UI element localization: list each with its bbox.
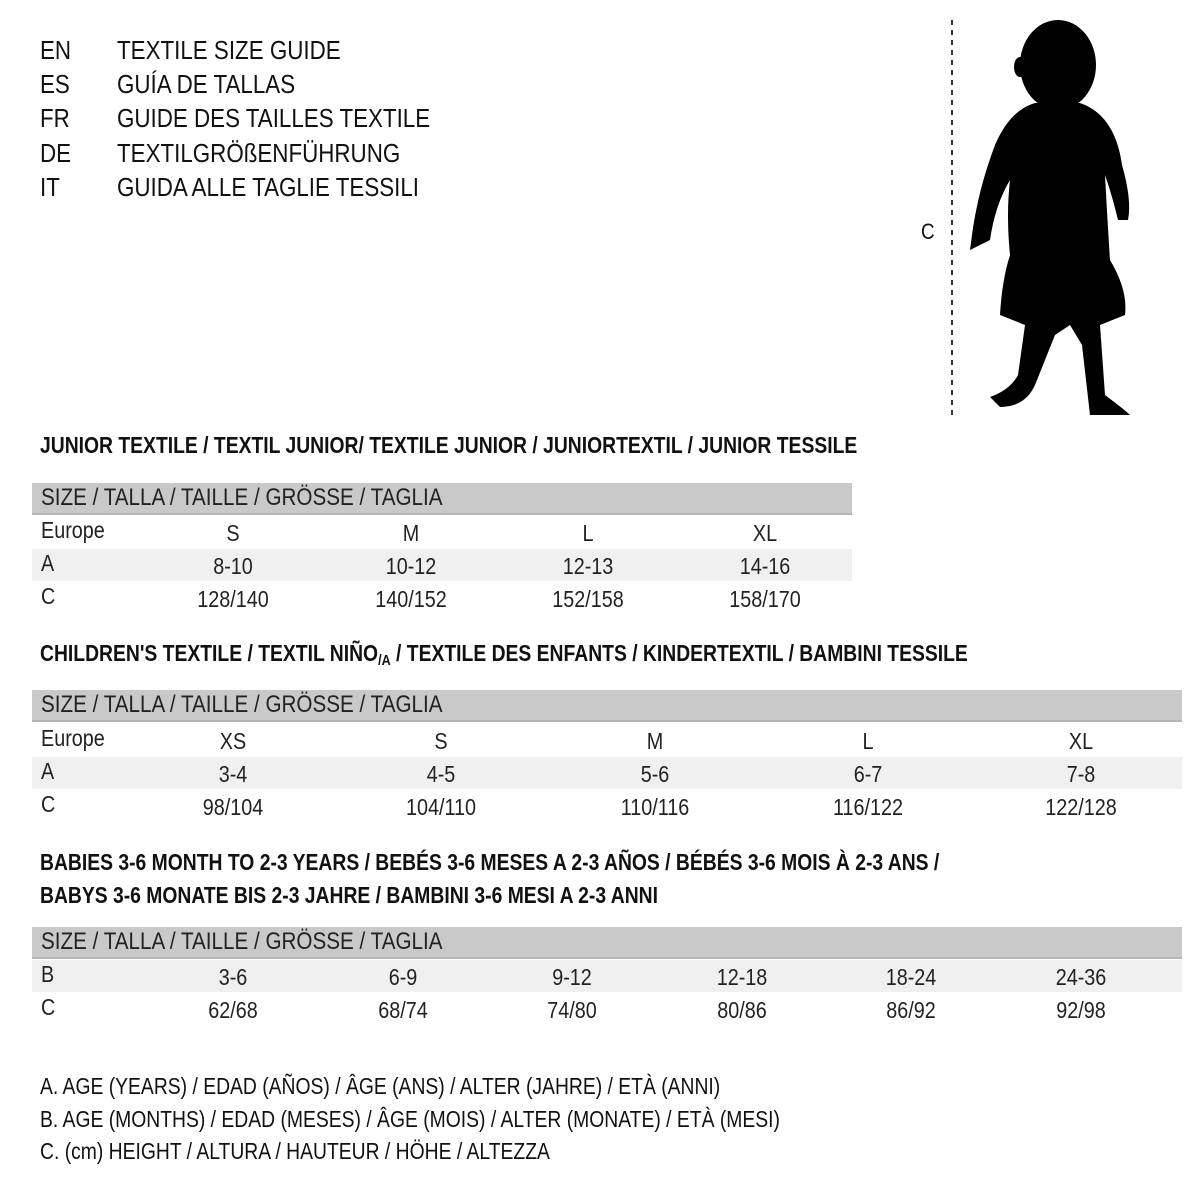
table-cell: 152/158 (552, 586, 624, 612)
table-cell: 62/68 (208, 997, 258, 1023)
table-row: C 128/140 140/152 152/158 158/170 (32, 582, 852, 614)
table-row: A 8-10 10-12 12-13 14-16 (32, 549, 852, 581)
title-en: TEXTILE SIZE GUIDE (117, 35, 341, 65)
title-de: TEXTILGRÖßENFÜHRUNG (117, 138, 401, 168)
table-cell: M (646, 728, 664, 754)
table-cell: XL (752, 520, 778, 546)
title-it: GUIDA ALLE TAGLIE TESSILI (117, 172, 420, 202)
table-row: Europe S M L XL (32, 516, 852, 548)
table-cell: 8-10 (213, 553, 253, 579)
row-label: C (41, 994, 56, 1020)
row-label: C (41, 791, 56, 817)
title-fr: GUIDE DES TAILLES TEXTILE (117, 103, 431, 133)
table-cell: 6-7 (853, 761, 883, 787)
legend-b: B. AGE (MONTHS) / EDAD (MESES) / ÂGE (MO… (40, 1106, 780, 1132)
table-cell: 7-8 (1066, 761, 1096, 787)
row-label: C (41, 583, 56, 609)
table-cell: L (582, 520, 594, 546)
table-cell: S (226, 520, 240, 546)
lang-code-de: DE (40, 138, 72, 168)
table-cell: 128/140 (197, 586, 269, 612)
title-es: GUÍA DE TALLAS (117, 69, 296, 99)
junior-size-header: SIZE / TALLA / TAILLE / GRÖSSE / TAGLIA (32, 483, 852, 515)
legend-c: C. (cm) HEIGHT / ALTURA / HAUTEUR / HÖHE… (40, 1138, 550, 1164)
table-row: Europe XS S M L XL (32, 724, 1182, 756)
table-row: B 3-6 6-9 9-12 12-18 18-24 24-36 (32, 960, 1182, 992)
table-cell: 122/128 (1045, 794, 1117, 820)
table-cell: XL (1068, 728, 1094, 754)
row-label: A (41, 758, 55, 784)
height-measure-label: C (921, 219, 935, 244)
row-label: Europe (41, 517, 105, 543)
table-row: C 98/104 104/110 110/116 116/122 122/128 (32, 790, 1182, 822)
table-cell: 12-13 (562, 553, 614, 579)
row-label: A (41, 550, 55, 576)
table-cell: 104/110 (405, 794, 477, 820)
table-cell: 80/86 (717, 997, 767, 1023)
table-cell: 5-6 (640, 761, 670, 787)
table-cell: 10-12 (385, 553, 437, 579)
table-cell: 12-18 (716, 964, 768, 990)
table-cell: 24-36 (1055, 964, 1107, 990)
lang-code-en: EN (40, 35, 72, 65)
table-cell: L (862, 728, 874, 754)
table-cell: S (434, 728, 448, 754)
table-cell: 14-16 (739, 553, 791, 579)
table-cell: XS (219, 728, 247, 754)
row-label: B (41, 961, 55, 987)
table-cell: 86/92 (886, 997, 936, 1023)
table-cell: 158/170 (729, 586, 801, 612)
table-cell: 9-12 (552, 964, 592, 990)
table-cell: 3-4 (218, 761, 248, 787)
table-cell: 6-9 (388, 964, 418, 990)
children-section-title: CHILDREN'S TEXTILE / TEXTIL NIÑO/A / TEX… (40, 640, 968, 669)
table-cell: 74/80 (547, 997, 597, 1023)
table-cell: 3-6 (218, 964, 248, 990)
babies-size-header: SIZE / TALLA / TAILLE / GRÖSSE / TAGLIA (32, 927, 1182, 959)
table-cell: 68/74 (378, 997, 428, 1023)
legend-a: A. AGE (YEARS) / EDAD (AÑOS) / ÂGE (ANS)… (40, 1073, 721, 1099)
lang-code-es: ES (40, 69, 70, 99)
lang-code-fr: FR (40, 103, 70, 133)
table-cell: 140/152 (375, 586, 447, 612)
table-cell: 18-24 (885, 964, 937, 990)
table-cell: M (402, 520, 420, 546)
table-cell: 98/104 (202, 794, 264, 820)
table-cell: 92/98 (1056, 997, 1106, 1023)
table-cell: 110/116 (620, 794, 690, 820)
baby-silhouette-icon (951, 20, 1130, 415)
table-cell: 4-5 (426, 761, 456, 787)
table-row: A 3-4 4-5 5-6 6-7 7-8 (32, 757, 1182, 789)
babies-section-title-line2: BABYS 3-6 MONATE BIS 2-3 JAHRE / BAMBINI… (40, 882, 658, 908)
table-cell: 116/122 (832, 794, 904, 820)
lang-code-it: IT (40, 172, 60, 202)
junior-section-title: JUNIOR TEXTILE / TEXTIL JUNIOR/ TEXTILE … (40, 432, 858, 458)
children-size-header: SIZE / TALLA / TAILLE / GRÖSSE / TAGLIA (32, 690, 1182, 722)
row-label: Europe (41, 725, 105, 751)
table-row: C 62/68 68/74 74/80 80/86 86/92 92/98 (32, 993, 1182, 1025)
babies-section-title-line1: BABIES 3-6 MONTH TO 2-3 YEARS / BEBÉS 3-… (40, 849, 940, 875)
